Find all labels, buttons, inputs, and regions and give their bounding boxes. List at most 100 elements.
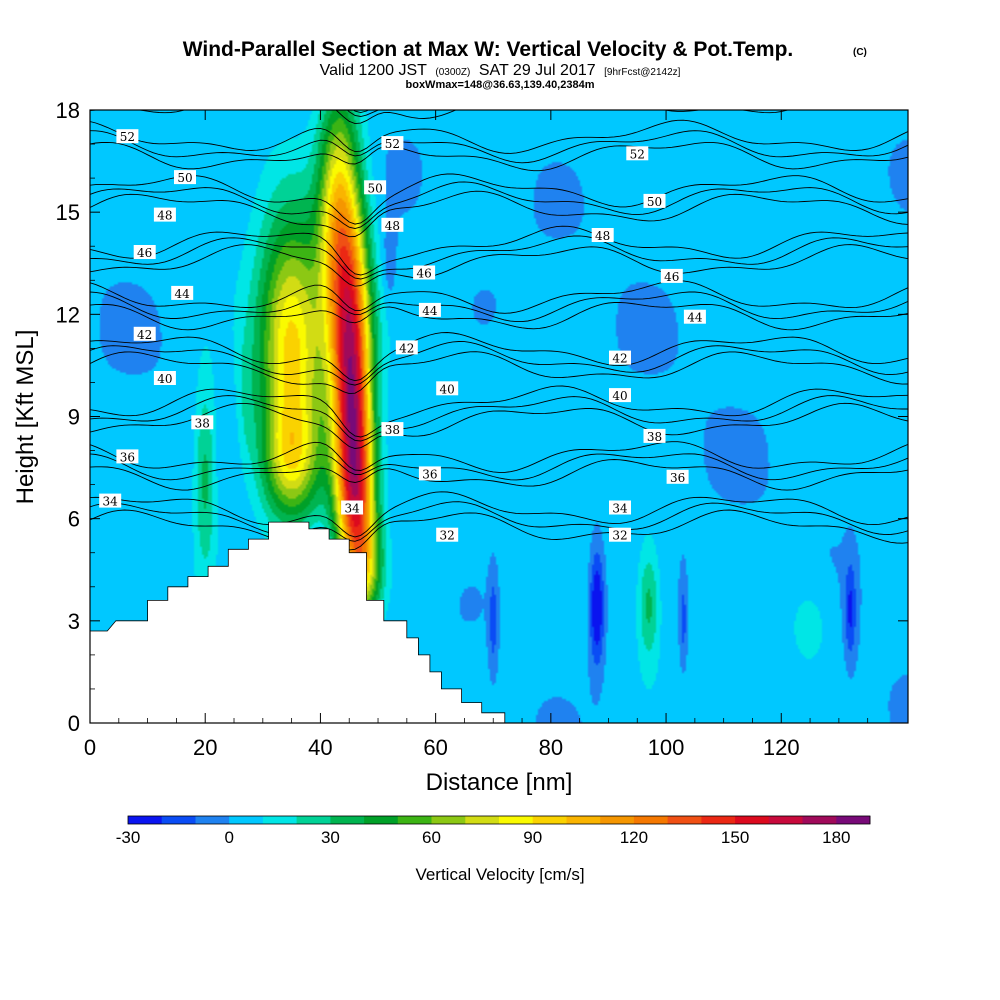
x-tick-label: 80 xyxy=(539,735,563,760)
contour-label-bg xyxy=(133,245,156,259)
theta-isoline-44 xyxy=(90,181,908,229)
contour-label-bg xyxy=(643,428,666,443)
theta-isoline-40 xyxy=(90,291,908,323)
contour-label-bg xyxy=(364,180,387,195)
colorbar-swatch xyxy=(768,816,803,824)
contour-label-bg xyxy=(626,146,649,161)
y-axis-label: Height [Kft MSL] xyxy=(12,330,39,505)
contour-label-text: 34 xyxy=(344,502,360,516)
theta-isoline-36 xyxy=(90,395,908,442)
contour-label-bg xyxy=(609,500,631,515)
contour-label-bg xyxy=(609,527,631,542)
colorbar-tick-label: 150 xyxy=(721,828,749,847)
colorbar-swatch xyxy=(499,816,534,824)
contour-label: 34 xyxy=(99,493,122,509)
contour-label: 42 xyxy=(609,350,631,366)
contour-label: 40 xyxy=(609,388,631,403)
theta-isoline-42 xyxy=(90,235,908,280)
contour-label-bg xyxy=(395,340,418,355)
contour-label: 32 xyxy=(436,527,459,543)
contour-label-text: 48 xyxy=(595,229,610,243)
contour-label-text: 36 xyxy=(670,471,685,485)
theta-isoline-38 xyxy=(90,332,908,382)
x-axis-label: Distance [nm] xyxy=(426,769,573,796)
contour-label-text: 36 xyxy=(120,450,135,464)
contour-label-text: 36 xyxy=(422,467,437,481)
contour-label: 44 xyxy=(683,309,706,325)
colorbar-swatch xyxy=(566,816,601,824)
contour-label: 50 xyxy=(174,170,196,185)
theta-isoline-38 xyxy=(90,351,908,395)
colorbar-tick-label: 60 xyxy=(422,828,441,847)
y-tick-label: 3 xyxy=(68,609,80,634)
contour-label-bg xyxy=(116,449,139,464)
chart-subtitle: boxWmax=148@36.63,139.40,2384m xyxy=(406,79,595,91)
theta-isoline-36 xyxy=(90,385,908,438)
contour-label-bg xyxy=(609,350,631,365)
contour-label: 38 xyxy=(643,428,666,444)
colorbar xyxy=(127,815,871,825)
contour-label: 40 xyxy=(436,381,459,396)
colorbar-swatch xyxy=(262,816,297,824)
colorbar-tick-label: 30 xyxy=(321,828,340,847)
colorbar-swatch xyxy=(330,816,365,824)
contour-label: 36 xyxy=(666,469,689,485)
contour-label-text: 44 xyxy=(422,304,438,318)
contour-label: 44 xyxy=(171,285,194,301)
theta-isoline-46 xyxy=(90,141,908,172)
colorbar-swatch xyxy=(296,816,331,824)
contour-label-text: 52 xyxy=(120,130,135,144)
colorbar-tick-label: 0 xyxy=(224,828,233,847)
contour-label-text: 42 xyxy=(612,352,627,366)
contour-label-text: 40 xyxy=(440,382,455,396)
contour-label-bg xyxy=(666,469,689,484)
colorbar-swatch xyxy=(431,816,466,824)
terrain-mask xyxy=(89,521,506,724)
colorbar-swatch xyxy=(802,816,837,824)
contour-label-bg xyxy=(116,129,139,144)
colorbar-swatch xyxy=(600,816,635,824)
theta-isoline-44 xyxy=(90,173,908,225)
y-tick-label: 0 xyxy=(68,711,80,736)
contour-label-bg xyxy=(133,326,156,341)
contour-label-text: 42 xyxy=(137,328,152,342)
contour-label-text: 40 xyxy=(157,372,172,386)
contour-label-text: 52 xyxy=(385,137,400,151)
x-tick-label: 60 xyxy=(423,735,447,760)
contour-label-text: 40 xyxy=(612,389,627,403)
contour-label: 52 xyxy=(626,146,649,161)
colorbar-swatch xyxy=(836,816,871,824)
colorbar-frame xyxy=(127,815,871,825)
x-tick-label: 100 xyxy=(648,735,685,760)
y-tick-label: 18 xyxy=(56,98,80,123)
y-tick-label: 12 xyxy=(56,302,80,327)
contour-label: 36 xyxy=(418,466,441,481)
contour-label-bg xyxy=(174,170,196,185)
colorbar-swatch xyxy=(701,816,736,824)
colorbar-swatch xyxy=(161,816,196,824)
theta-isoline-38 xyxy=(90,341,908,386)
contour-label-bg xyxy=(660,268,683,283)
colorbar-swatch xyxy=(195,816,230,824)
colorbar-swatch xyxy=(633,816,668,824)
contour-label-text: 48 xyxy=(157,209,172,223)
theta-isoline-34 xyxy=(90,453,908,481)
colorbar-swatch xyxy=(397,816,432,824)
theta-isoline-46 xyxy=(90,130,908,164)
theta-isoline-32 xyxy=(90,491,908,538)
contour-label-bg xyxy=(171,285,194,300)
contour-label-bg xyxy=(436,381,459,396)
x-tick-label: 0 xyxy=(84,735,96,760)
contour-label-bg xyxy=(99,493,122,508)
contour-labels: 52 52 52 50 50 50 48 48 48 46 46 46 44 44 44 42 42 42 40 40… xyxy=(99,129,706,543)
colorbar-label: Vertical Velocity [cm/s] xyxy=(415,865,584,884)
colorbar-swatch xyxy=(128,816,163,824)
theta-isoline-40 xyxy=(90,280,908,314)
contour-label-bg xyxy=(381,217,404,232)
contour-label-text: 48 xyxy=(385,219,400,233)
x-tick-label: 120 xyxy=(763,735,800,760)
contour-label: 50 xyxy=(643,193,666,209)
theta-contours xyxy=(90,110,908,551)
